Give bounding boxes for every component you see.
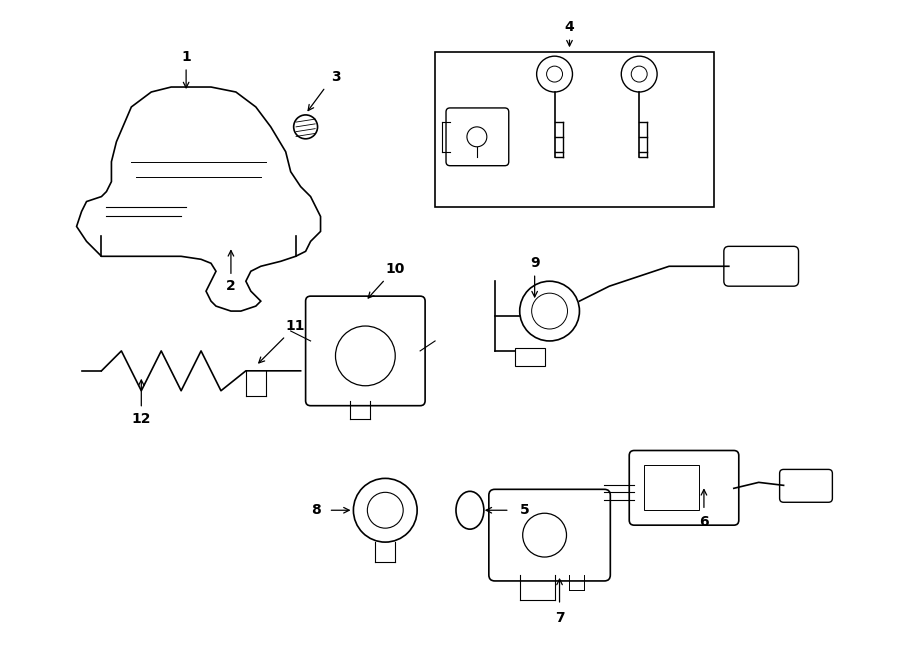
Text: 9: 9	[530, 256, 539, 270]
Text: 10: 10	[385, 262, 405, 276]
Text: 6: 6	[699, 515, 708, 529]
Text: 4: 4	[564, 20, 574, 34]
Text: 2: 2	[226, 279, 236, 293]
Text: 12: 12	[131, 412, 151, 426]
Text: 11: 11	[286, 319, 305, 333]
Text: 7: 7	[554, 611, 564, 625]
Text: 8: 8	[310, 503, 320, 518]
Text: 3: 3	[330, 70, 340, 84]
Text: 1: 1	[181, 50, 191, 64]
Text: 5: 5	[520, 503, 529, 518]
